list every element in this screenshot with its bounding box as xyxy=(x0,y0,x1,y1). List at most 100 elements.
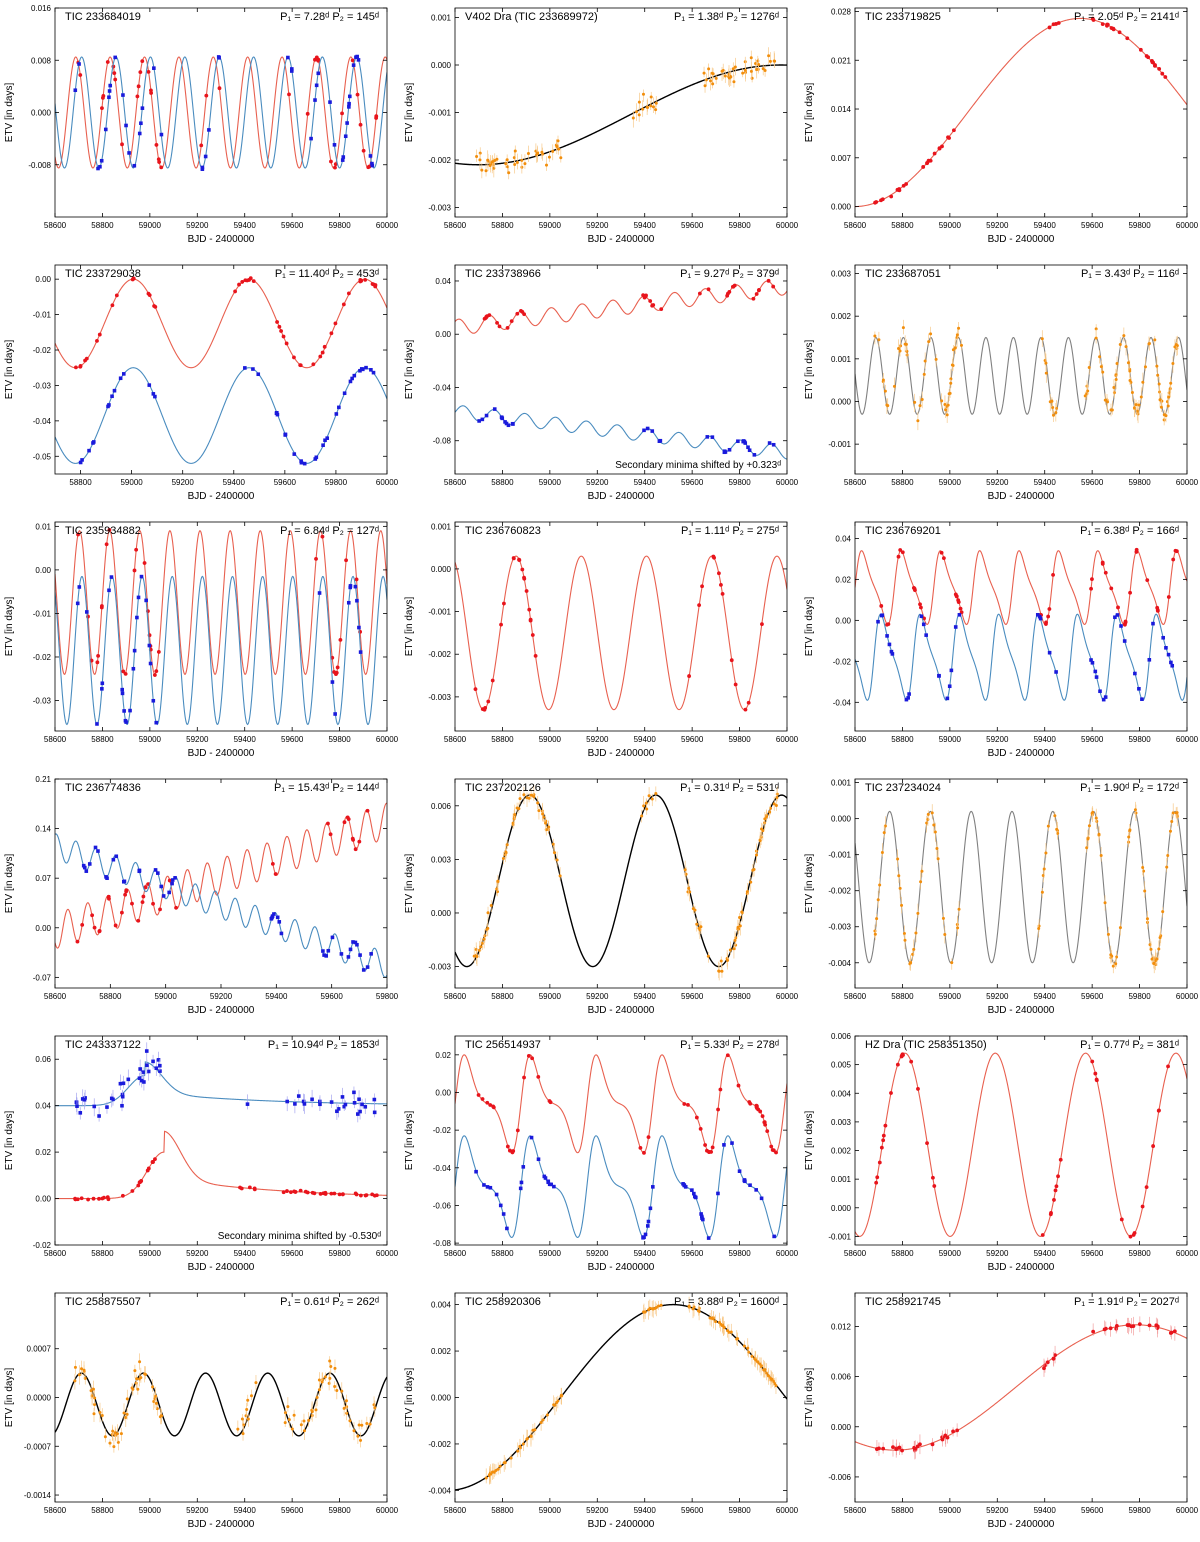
y-axis-label: ETV [in days] xyxy=(804,854,815,914)
data-point xyxy=(137,1180,142,1185)
y-tick-label: 0.028 xyxy=(831,7,852,16)
data-point xyxy=(485,1185,490,1189)
data-point xyxy=(494,1192,499,1197)
data-point xyxy=(1115,362,1119,366)
data-point xyxy=(873,334,877,338)
data-point xyxy=(1101,370,1105,374)
etv-panel: 58600 58800 59000 59200 59400 59600 59800 60000… xyxy=(800,514,1200,771)
data-point xyxy=(756,1360,760,1364)
data-point xyxy=(638,1145,643,1150)
data-point xyxy=(876,619,880,624)
y-tick-label: 0.006 xyxy=(831,1032,852,1041)
data-point xyxy=(359,1193,363,1198)
data-point xyxy=(274,411,279,416)
data-point xyxy=(699,1212,703,1216)
data-point xyxy=(275,320,279,324)
data-point xyxy=(136,595,141,600)
data-point xyxy=(898,548,903,552)
data-point xyxy=(922,372,926,376)
data-point xyxy=(1090,660,1095,665)
x-tick-label: 58600 xyxy=(444,478,467,487)
data-point xyxy=(334,412,339,416)
data-point xyxy=(1098,355,1102,359)
data-point xyxy=(1094,336,1098,340)
data-point xyxy=(134,1381,138,1385)
model-curve xyxy=(855,336,1187,415)
data-point xyxy=(754,292,759,296)
plot-frame xyxy=(54,521,388,732)
data-point xyxy=(1042,1366,1046,1371)
data-point xyxy=(323,1375,327,1379)
data-point xyxy=(727,72,731,76)
data-point xyxy=(521,1165,526,1169)
data-point xyxy=(772,1234,776,1239)
x-tick-label: 59600 xyxy=(681,735,704,744)
period-label: P₁ = 6.38ᵈ P₂ = 166ᵈ xyxy=(1080,525,1179,537)
period-label: P₁ = 1.91ᵈ P₂ = 2027ᵈ xyxy=(1074,1296,1179,1308)
x-tick-label: 59200 xyxy=(186,1506,209,1515)
data-point xyxy=(691,1307,695,1311)
data-point xyxy=(762,1368,766,1372)
y-tick-label: -0.003 xyxy=(428,204,451,213)
data-point xyxy=(135,94,140,99)
data-point xyxy=(472,954,476,958)
data-point xyxy=(499,415,504,420)
x-tick-label: 59400 xyxy=(1034,992,1057,1001)
x-tick-label: 58800 xyxy=(891,735,914,744)
data-point xyxy=(351,63,356,67)
data-point xyxy=(1145,917,1149,921)
data-point xyxy=(505,1144,510,1149)
data-point xyxy=(1094,816,1098,820)
data-point xyxy=(354,577,359,582)
data-point xyxy=(343,1102,348,1107)
x-tick-label: 59200 xyxy=(186,735,209,744)
x-tick-label: 58600 xyxy=(44,221,67,230)
etv-panel: 58600 58800 59000 59200 59400 59600 59800 60000… xyxy=(400,771,800,1028)
data-point xyxy=(361,367,365,372)
data-point xyxy=(370,161,374,166)
data-point xyxy=(1103,695,1108,699)
data-point xyxy=(649,104,653,108)
data-point xyxy=(921,622,926,627)
data-point xyxy=(530,1056,535,1061)
x-axis-label: BJD - 2400000 xyxy=(988,1005,1055,1016)
x-tick-label: 59400 xyxy=(634,1506,657,1515)
data-point xyxy=(736,1337,740,1341)
x-tick-label: 58800 xyxy=(891,992,914,1001)
x-tick-label: 59000 xyxy=(139,1506,162,1515)
x-tick-label: 59400 xyxy=(234,1506,257,1515)
data-point xyxy=(911,952,915,956)
data-point xyxy=(900,1448,904,1453)
data-point xyxy=(167,890,171,895)
x-tick-label: 59400 xyxy=(223,478,246,487)
data-point xyxy=(476,1093,481,1097)
data-point xyxy=(714,76,718,80)
etv-panel: 58600 58800 59000 59200 59400 59600 59800 60000… xyxy=(800,257,1200,514)
x-tick-label: 59600 xyxy=(1081,1249,1104,1258)
data-point xyxy=(154,143,159,147)
data-point xyxy=(495,887,499,891)
data-point xyxy=(106,404,110,409)
data-point xyxy=(1089,586,1093,591)
data-point xyxy=(292,1189,297,1194)
data-point xyxy=(720,969,724,973)
data-point xyxy=(874,200,879,204)
x-tick-label: 59000 xyxy=(939,478,962,487)
data-point xyxy=(1053,814,1057,818)
x-tick-label: 59000 xyxy=(120,478,143,487)
y-tick-label: -0.001 xyxy=(828,851,851,860)
model-curve xyxy=(455,405,787,460)
data-point xyxy=(76,532,80,537)
data-point xyxy=(1151,60,1155,65)
data-point xyxy=(882,831,886,835)
data-point xyxy=(480,1097,485,1101)
data-point xyxy=(520,309,525,314)
x-tick-label: 59000 xyxy=(939,1249,962,1258)
data-point xyxy=(1161,635,1165,640)
data-point xyxy=(687,886,691,890)
data-point xyxy=(147,383,152,387)
data-point xyxy=(139,574,144,579)
data-point xyxy=(1146,55,1151,60)
data-point xyxy=(641,1235,646,1239)
data-point xyxy=(694,1195,698,1200)
